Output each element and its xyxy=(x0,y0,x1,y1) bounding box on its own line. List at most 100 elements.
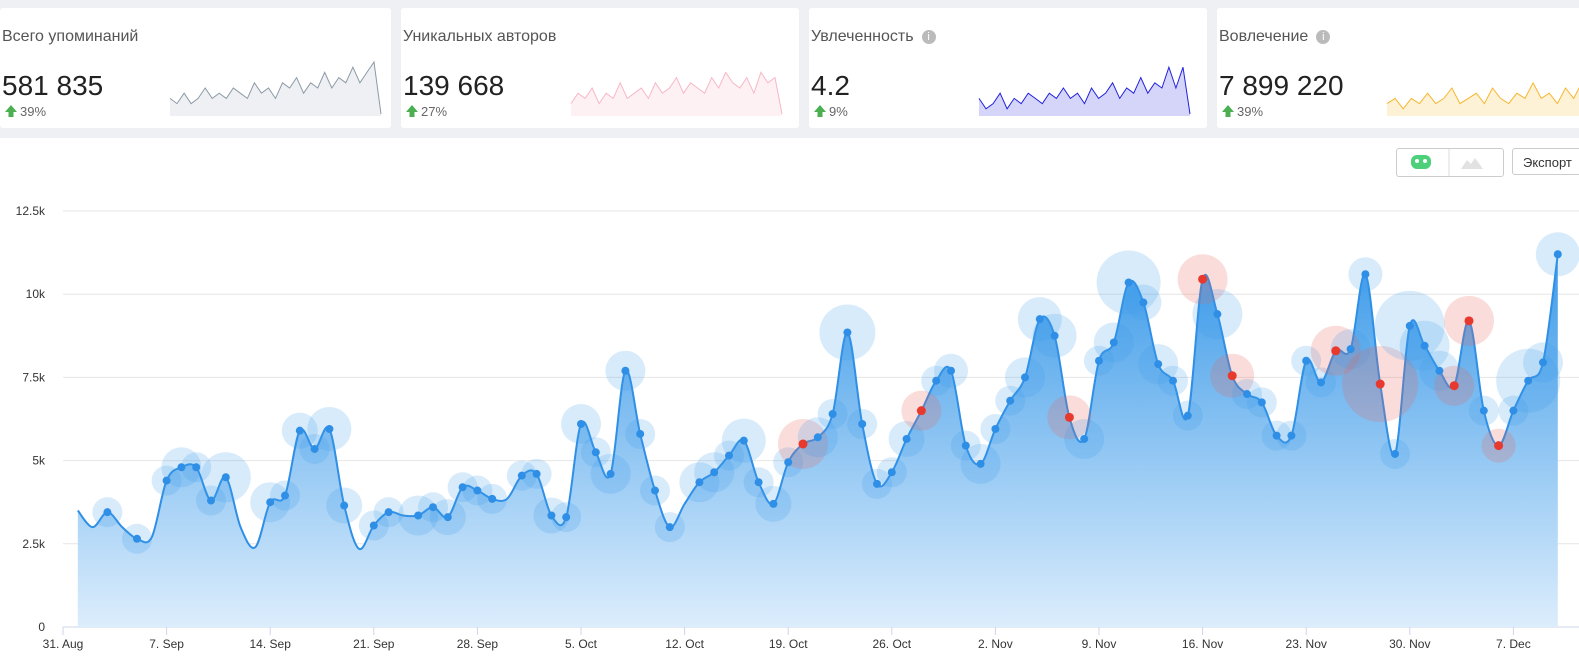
sparkline-line xyxy=(978,65,1191,115)
card-value: 7 899 220 xyxy=(1219,70,1344,101)
arrow-shape xyxy=(1222,105,1234,117)
point xyxy=(591,448,600,457)
point xyxy=(932,376,941,385)
sparkline-area xyxy=(1387,82,1579,116)
point xyxy=(636,429,645,438)
anomaly-point xyxy=(1375,379,1385,389)
point xyxy=(310,444,319,453)
point xyxy=(369,521,378,530)
sparkline-line xyxy=(169,60,382,115)
point xyxy=(295,426,304,435)
point xyxy=(1095,356,1103,365)
export-button[interactable]: Экспорт xyxy=(1512,148,1579,175)
point xyxy=(207,496,215,505)
point xyxy=(1183,411,1192,420)
point xyxy=(739,436,748,445)
point xyxy=(384,508,393,517)
point xyxy=(577,419,585,428)
point xyxy=(887,468,896,477)
point xyxy=(1124,278,1133,287)
point xyxy=(1420,341,1429,350)
point xyxy=(1391,449,1399,458)
point xyxy=(947,366,955,375)
x-tick-label: 28. Sep xyxy=(457,637,499,651)
point xyxy=(1139,298,1148,307)
point xyxy=(695,478,704,487)
point xyxy=(1050,331,1059,340)
point xyxy=(429,503,437,512)
point xyxy=(1287,431,1296,440)
point xyxy=(162,476,171,485)
point xyxy=(1361,270,1370,279)
point xyxy=(1021,373,1029,382)
anomaly-point xyxy=(1227,371,1237,381)
stat-card: Всего упоминаний 581 835 39% xyxy=(0,8,391,128)
point xyxy=(1317,378,1325,387)
view-toggle[interactable] xyxy=(1396,148,1504,177)
anomaly-point xyxy=(1494,441,1504,451)
up-arrow xyxy=(5,105,17,117)
x-tick-label: 14. Sep xyxy=(250,637,292,651)
point xyxy=(813,433,822,442)
x-tick-label: 26. Oct xyxy=(872,637,911,651)
line xyxy=(77,254,1559,550)
point xyxy=(710,468,719,477)
point xyxy=(754,478,763,487)
point xyxy=(991,424,1000,433)
sparkline xyxy=(169,60,382,116)
up-arrow xyxy=(814,105,826,117)
point xyxy=(976,459,985,468)
point xyxy=(1109,338,1118,347)
point xyxy=(1509,406,1518,415)
x-tick-label: 23. Nov xyxy=(1286,637,1327,651)
point xyxy=(1213,310,1222,319)
card-value: 139 668 xyxy=(403,70,505,101)
point xyxy=(725,451,733,460)
sparkline xyxy=(570,71,783,116)
toggle-icons xyxy=(1411,149,1483,176)
x-tick-label: 31. Aug xyxy=(43,637,84,651)
sparkline-line xyxy=(1386,81,1579,110)
stats-bar: Всего упоминаний 581 835 39% Уникальных авт… xyxy=(0,0,1579,138)
point xyxy=(902,434,911,443)
point xyxy=(1346,345,1355,354)
point xyxy=(1553,250,1562,259)
point xyxy=(1080,434,1089,443)
point xyxy=(517,471,526,480)
up-arrow xyxy=(1222,105,1234,117)
point xyxy=(1539,358,1547,367)
point xyxy=(873,479,881,488)
stat-card: Уникальных авторов 139 668 27% xyxy=(401,8,799,128)
point xyxy=(562,513,571,522)
point xyxy=(1154,360,1163,369)
point xyxy=(1302,356,1311,365)
point xyxy=(769,499,778,508)
card-change: 39% xyxy=(1237,104,1264,119)
x-tick-label: 7. Sep xyxy=(149,637,184,651)
y-tick-label: 5k xyxy=(32,454,46,468)
up-arrow xyxy=(406,105,418,117)
anomaly-point xyxy=(1064,412,1074,422)
point xyxy=(266,498,275,507)
x-tick-label: 12. Oct xyxy=(665,637,704,651)
card-change: 9% xyxy=(829,104,848,119)
point xyxy=(1405,321,1414,330)
point xyxy=(281,491,289,500)
x-tick-label: 19. Oct xyxy=(769,637,808,651)
point xyxy=(103,508,112,517)
sparkline-area xyxy=(170,62,381,116)
point xyxy=(547,511,556,520)
anomaly-point xyxy=(1331,346,1341,356)
point xyxy=(651,486,659,495)
point xyxy=(133,534,141,543)
point xyxy=(325,424,334,433)
point xyxy=(1035,315,1044,324)
sparkline xyxy=(1386,81,1579,116)
stat-card: Вовлечение i 7 899 220 39% xyxy=(1217,8,1579,128)
card-value: 581 835 xyxy=(2,70,104,101)
point xyxy=(1169,376,1177,385)
info-icon: i xyxy=(921,30,936,44)
point xyxy=(443,513,452,522)
